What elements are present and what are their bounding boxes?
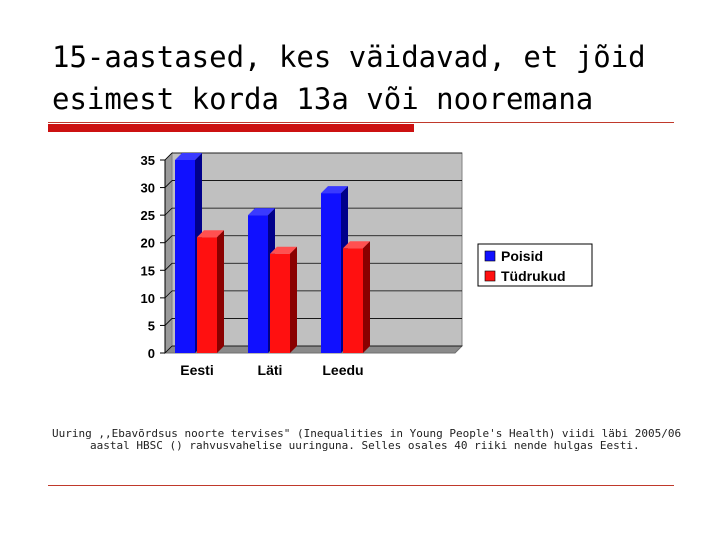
y-tick-label: 25 (141, 208, 155, 223)
x-tick-label: Eesti (180, 362, 213, 378)
y-tick-label: 5 (148, 318, 155, 333)
bar-top (321, 186, 348, 194)
legend: Poisid Tüdrukud (477, 243, 593, 287)
bar-top (175, 153, 202, 160)
y-tick-label: 20 (141, 236, 155, 251)
bar-front (343, 248, 363, 353)
x-tick-label: Leedu (322, 362, 363, 378)
title-underline (48, 122, 674, 123)
x-tick-label: Läti (258, 362, 283, 378)
gridline-depth (164, 235, 173, 243)
bar-front (248, 215, 268, 353)
bar-front (197, 237, 217, 353)
legend-box (477, 243, 593, 287)
y-tick-label: 35 (141, 153, 155, 168)
bar-top (197, 230, 224, 238)
legend-swatch (484, 270, 496, 282)
bar-front (321, 193, 341, 353)
bar-top (343, 241, 370, 249)
x-axis-labels: Eesti Läti Leedu (180, 362, 363, 378)
gridline-depth (164, 318, 173, 326)
y-tick-label: 30 (141, 181, 155, 196)
gridline-depth (164, 180, 173, 188)
gridline-depth (164, 152, 173, 161)
legend-label: Poisid (501, 248, 543, 264)
bar-front (270, 253, 290, 353)
slide-title: 15-aastased, kes väidavad, et jõid esime… (52, 40, 646, 116)
bar-side (363, 241, 370, 353)
y-tick-label: 15 (141, 263, 155, 278)
legend-swatch (484, 250, 496, 262)
bar-top (248, 208, 275, 216)
gridline-depth (164, 207, 173, 216)
footnote: Uuring ,,Ebavõrdsus noorte tervises" (In… (52, 427, 682, 452)
bar-side (290, 246, 297, 353)
bar-tüdrukud-leedu (343, 241, 370, 353)
gridline-depth (164, 345, 173, 354)
bar-tüdrukud-läti (270, 246, 297, 353)
gridline-depth (164, 290, 173, 299)
y-tick-label: 10 (141, 291, 155, 306)
bars (175, 153, 370, 353)
legend-label: Tüdrukud (501, 268, 566, 284)
y-axis-ticks: 0 5 10 15 20 25 30 35 (141, 153, 166, 361)
bottom-rule (48, 485, 674, 486)
bar-side (217, 230, 224, 353)
title-accent-bar (48, 124, 414, 132)
bar-front (175, 160, 195, 353)
y-tick-label: 0 (148, 346, 155, 361)
gridline-depth (164, 263, 173, 271)
bar-tüdrukud-eesti (197, 230, 224, 353)
plot-side-wall (164, 151, 173, 355)
bar-top (270, 246, 297, 254)
